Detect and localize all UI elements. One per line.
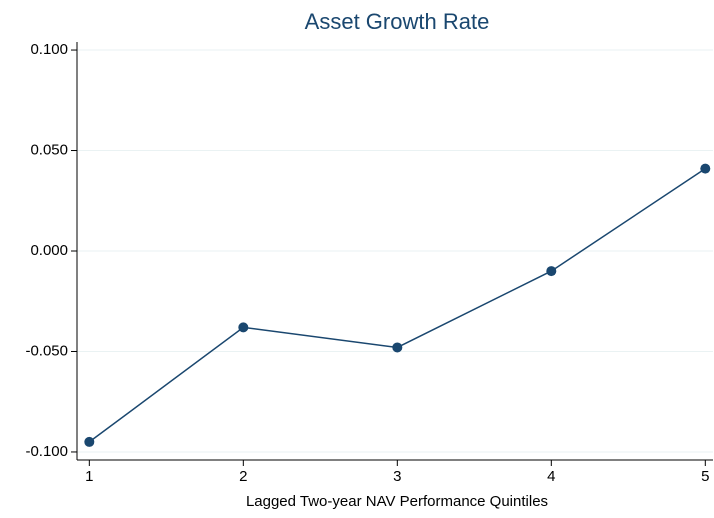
chart-title: Asset Growth Rate bbox=[305, 9, 490, 34]
point bbox=[700, 163, 711, 174]
x-tick-label: 2 bbox=[239, 468, 247, 485]
x-tick-label: 1 bbox=[85, 468, 93, 485]
x-tick-label: 4 bbox=[547, 468, 555, 485]
y-tick-label: 0.050 bbox=[30, 141, 68, 158]
x-axis-label: Lagged Two-year NAV Performance Quintile… bbox=[246, 493, 548, 510]
line bbox=[88, 167, 706, 443]
point bbox=[238, 322, 249, 333]
x-tick-label: 5 bbox=[701, 468, 709, 485]
y-tick-label: 0.000 bbox=[30, 242, 68, 259]
y-tick-label: -0.050 bbox=[25, 342, 68, 359]
x-tick-label: 3 bbox=[393, 468, 401, 485]
point bbox=[546, 266, 557, 277]
y-tick-label: -0.100 bbox=[25, 443, 68, 460]
point bbox=[392, 342, 403, 353]
y-tick-label: 0.100 bbox=[30, 41, 68, 58]
point bbox=[84, 436, 95, 447]
